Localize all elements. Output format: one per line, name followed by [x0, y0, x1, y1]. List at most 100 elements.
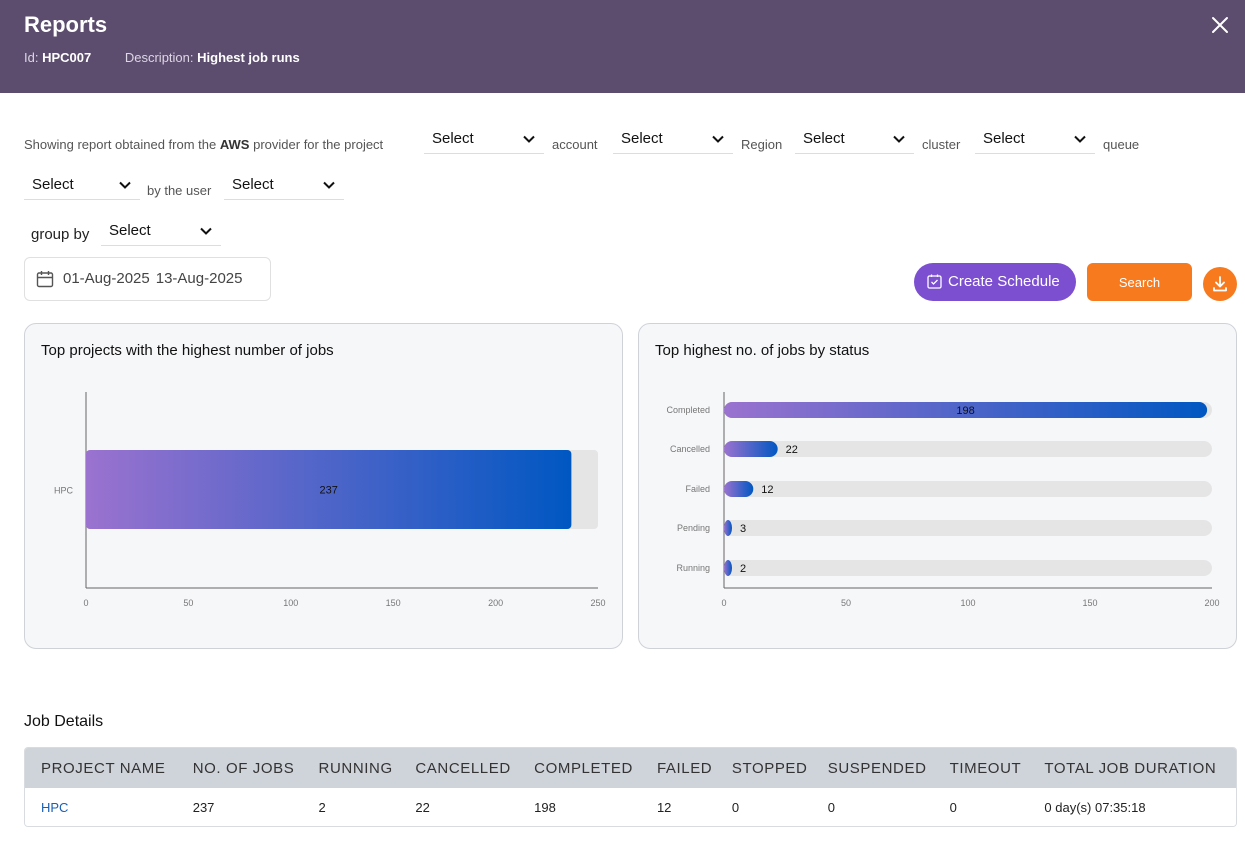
- provider-name: AWS: [219, 137, 250, 152]
- bar-value-label: 22: [786, 444, 798, 456]
- column-header[interactable]: TIMEOUT: [933, 748, 1029, 788]
- table-cell: 12: [640, 788, 716, 826]
- job-details-title: Job Details: [24, 713, 104, 730]
- column-header[interactable]: STOPPED: [715, 748, 812, 788]
- project-name-link[interactable]: HPC: [25, 788, 177, 826]
- page-title: Reports: [24, 12, 108, 37]
- queue-label: queue: [1103, 137, 1140, 152]
- account-label: account: [552, 137, 598, 152]
- x-tick-label: 200: [488, 598, 503, 608]
- table-cell: 0: [811, 788, 934, 826]
- x-tick-label: 200: [1204, 598, 1219, 608]
- group-by-select[interactable]: Select: [101, 216, 221, 246]
- download-icon: [1213, 276, 1227, 292]
- category-label: Cancelled: [670, 444, 710, 454]
- x-tick-label: 100: [960, 598, 975, 608]
- bar-value-label: 2: [740, 563, 746, 575]
- account-select[interactable]: Select: [613, 124, 733, 154]
- report-meta: Id: HPC007 Description: Highest job runs: [24, 50, 300, 65]
- category-label: Running: [676, 563, 710, 573]
- calendar-icon: [36, 271, 54, 288]
- column-header[interactable]: PROJECT NAME: [25, 748, 177, 788]
- user-select[interactable]: Select: [224, 170, 344, 200]
- id-label: Id:: [24, 50, 39, 65]
- column-header[interactable]: NO. OF JOBS: [176, 748, 303, 788]
- chevron-down-icon: [323, 181, 335, 189]
- table-cell: 2: [302, 788, 400, 826]
- x-tick-label: 50: [183, 598, 193, 608]
- x-tick-label: 250: [590, 598, 605, 608]
- column-header[interactable]: TOTAL JOB DURATION: [1028, 748, 1236, 788]
- chevron-down-icon: [893, 135, 905, 143]
- calendar-check-icon: [927, 274, 942, 289]
- description-value: Highest job runs: [197, 50, 300, 65]
- table-cell: 0: [933, 788, 1029, 826]
- status-bar-chart: 198 Completed 22 Cancelled 12 Failed 3 Pending 2…: [666, 392, 1220, 608]
- job-details-table: PROJECT NAME NO. OF JOBS RUNNING CANCELLED C…: [24, 747, 1237, 827]
- column-header[interactable]: RUNNING: [302, 748, 400, 788]
- bar[interactable]: [724, 402, 1208, 418]
- x-tick-label: 0: [721, 598, 726, 608]
- table-cell: 22: [399, 788, 519, 826]
- category-label: Failed: [685, 484, 710, 494]
- table-row[interactable]: HPC 237 2 22 198 12 0 0 0 0 day(s) 07:35:18: [25, 788, 1236, 826]
- queue-select[interactable]: Select: [24, 170, 140, 200]
- filter-sentence: Showing report obtained from the AWS pro…: [24, 137, 383, 152]
- x-tick-label: 0: [83, 598, 88, 608]
- projects-bar-chart: 237 HPC 0 50 100 150 200 250: [54, 392, 606, 608]
- table-body: HPC 237 2 22 198 12 0 0 0 0 day(s) 07:35:18: [25, 788, 1236, 826]
- column-header[interactable]: COMPLETED: [518, 748, 641, 788]
- table-cell: 198: [518, 788, 641, 826]
- queue-select-value: Select: [32, 176, 74, 193]
- bar[interactable]: [86, 450, 572, 529]
- close-icon[interactable]: [1207, 12, 1233, 38]
- account-select-value: Select: [621, 130, 663, 147]
- search-button[interactable]: Search: [1087, 263, 1192, 301]
- x-tick-label: 150: [1082, 598, 1097, 608]
- description-label: Description:: [124, 50, 194, 65]
- column-header[interactable]: SUSPENDED: [811, 748, 934, 788]
- column-header[interactable]: FAILED: [640, 748, 716, 788]
- bar-track: [724, 560, 1212, 576]
- cluster-select[interactable]: Select: [975, 124, 1095, 154]
- bar[interactable]: [724, 441, 778, 457]
- date-range-picker[interactable]: 01-Aug-2025 13-Aug-2025: [24, 257, 271, 301]
- create-schedule-label: Create Schedule: [948, 273, 1060, 290]
- report-header: Reports Id: HPC007 Description: Highest …: [0, 0, 1245, 93]
- region-label: Region: [741, 137, 783, 152]
- table-cell: 237: [176, 788, 303, 826]
- x-tick-label: 150: [386, 598, 401, 608]
- cluster-label: cluster: [922, 137, 961, 152]
- x-tick-label: 100: [283, 598, 298, 608]
- bar[interactable]: [724, 481, 754, 497]
- category-label: HPC: [54, 486, 74, 496]
- user-select-value: Select: [232, 176, 274, 193]
- create-schedule-button[interactable]: Create Schedule: [914, 263, 1076, 301]
- end-date: 13-Aug-2025: [155, 270, 243, 287]
- cluster-select-value: Select: [983, 130, 1025, 147]
- start-date: 01-Aug-2025: [63, 270, 150, 287]
- group-by-select-value: Select: [109, 222, 151, 239]
- region-select[interactable]: Select: [795, 124, 914, 154]
- x-tick-label: 50: [841, 598, 851, 608]
- chevron-down-icon: [1074, 135, 1086, 143]
- category-label: Pending: [677, 523, 710, 533]
- bar-value-label: 237: [320, 485, 338, 497]
- table-cell: 0: [715, 788, 812, 826]
- projects-chart-card: Top projects with the highest number of …: [24, 323, 623, 649]
- bar-value-label: 12: [761, 484, 773, 496]
- region-select-value: Select: [803, 130, 845, 147]
- download-button[interactable]: [1203, 267, 1237, 301]
- project-select[interactable]: Select: [424, 124, 544, 154]
- chevron-down-icon: [119, 181, 131, 189]
- category-label: Completed: [666, 405, 710, 415]
- bar-value-label: 198: [956, 405, 974, 417]
- bar-track: [724, 520, 1212, 536]
- status-chart-card: Top highest no. of jobs by status 198 Com…: [638, 323, 1237, 649]
- user-label: by the user: [147, 183, 212, 198]
- filter-provider-suffix: provider for the project: [253, 137, 384, 152]
- bar-value-label: 3: [740, 523, 746, 535]
- column-header[interactable]: CANCELLED: [399, 748, 519, 788]
- bar[interactable]: [724, 520, 732, 536]
- bar[interactable]: [724, 560, 732, 576]
